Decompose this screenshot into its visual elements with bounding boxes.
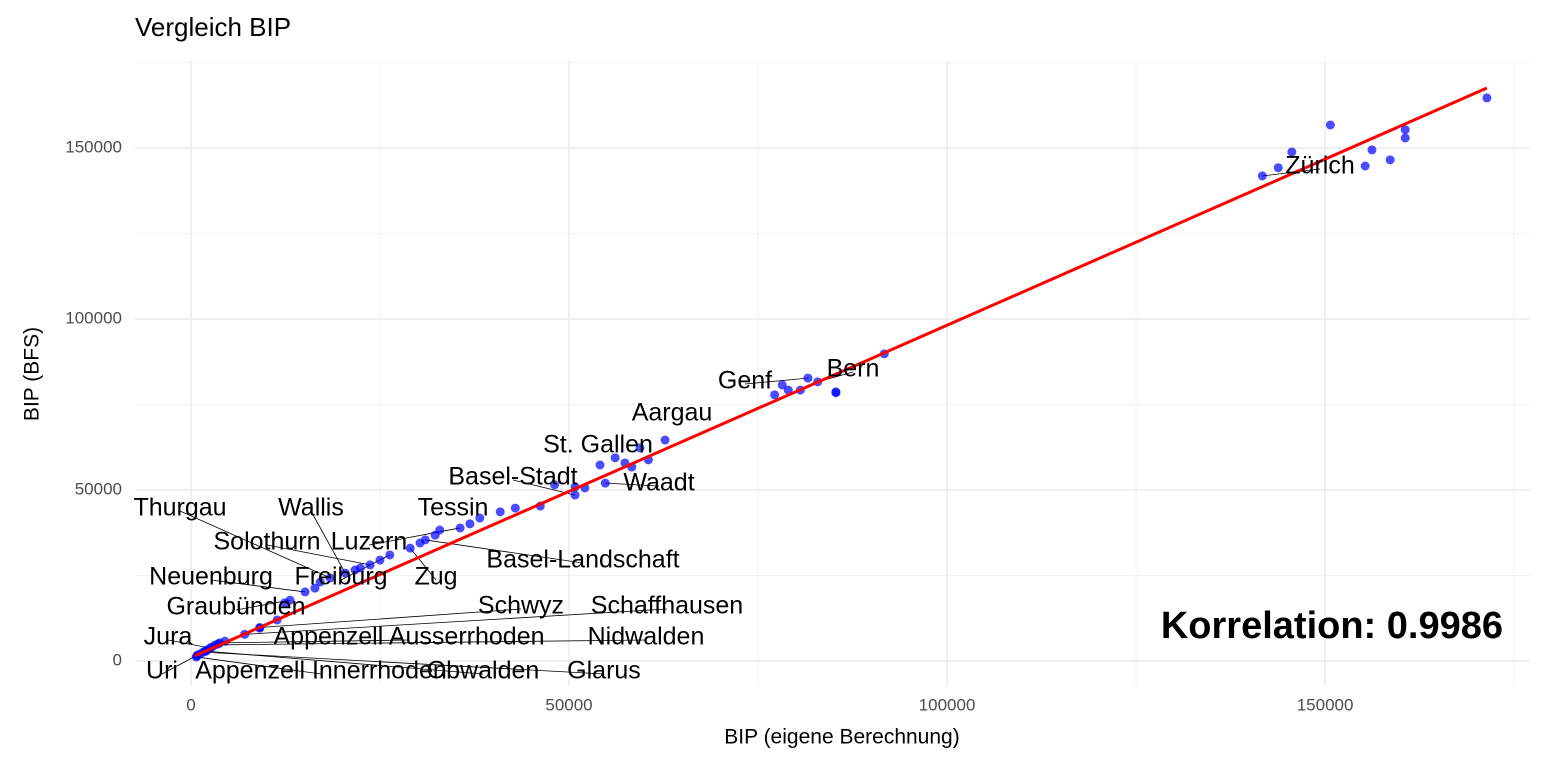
point bbox=[1367, 145, 1377, 155]
point-label: Schwyz bbox=[478, 592, 564, 620]
point bbox=[340, 568, 350, 578]
y-tick-label: 150000 bbox=[65, 137, 122, 156]
point bbox=[300, 587, 310, 597]
x-axis-label: BIP (eigene Berechnung) bbox=[724, 726, 959, 749]
point-label: Thurgau bbox=[133, 494, 226, 522]
annotation: Korrelation: 0.9986 bbox=[1161, 605, 1503, 647]
point bbox=[405, 543, 415, 553]
point-label: Genf bbox=[718, 367, 772, 395]
point bbox=[660, 435, 670, 445]
point-label: Waadt bbox=[623, 469, 694, 497]
marks: Zürich Bern Genf Waadt Aargau St. Gallen Basel… bbox=[133, 86, 1492, 685]
point bbox=[280, 598, 290, 608]
point-label: Neuenburg bbox=[149, 563, 273, 591]
point-label: Uri bbox=[146, 657, 178, 685]
point bbox=[1400, 125, 1410, 135]
label-connector bbox=[310, 510, 346, 574]
label-connector bbox=[409, 547, 437, 581]
point-label: Solothurn bbox=[213, 528, 320, 556]
label-connector bbox=[259, 608, 522, 628]
point-label: Obwalden bbox=[427, 657, 540, 685]
point-label: Freiburg bbox=[294, 563, 387, 591]
label-connector bbox=[210, 579, 306, 593]
point bbox=[430, 530, 440, 540]
label-connector bbox=[605, 482, 660, 487]
y-tick-label: 100000 bbox=[65, 308, 122, 327]
point-label: St. Gallen bbox=[543, 431, 653, 459]
point bbox=[455, 523, 465, 533]
point-label: Aargau bbox=[632, 399, 713, 427]
point bbox=[803, 373, 813, 383]
point bbox=[777, 380, 787, 390]
label-connector bbox=[161, 654, 198, 675]
point bbox=[315, 577, 325, 587]
x-tick-label: 50000 bbox=[545, 695, 592, 714]
label-connector bbox=[196, 656, 322, 675]
point bbox=[350, 565, 360, 575]
point bbox=[610, 453, 620, 463]
x-tick-label: 100000 bbox=[919, 695, 976, 714]
point bbox=[1257, 171, 1267, 181]
point-label: Glarus bbox=[567, 657, 641, 685]
point bbox=[600, 478, 610, 488]
point bbox=[1400, 133, 1410, 143]
point bbox=[475, 513, 485, 523]
point bbox=[570, 490, 580, 500]
x-tick-label: 150000 bbox=[1297, 695, 1354, 714]
point bbox=[510, 503, 520, 513]
point bbox=[325, 573, 335, 583]
point-label: Jura bbox=[144, 623, 193, 651]
point-label: Tessin bbox=[418, 494, 489, 522]
point-label: Bern bbox=[827, 355, 880, 383]
x-tick-label: 0 bbox=[186, 695, 195, 714]
point-label: Graubünden bbox=[166, 593, 305, 621]
point-label: Zürich bbox=[1285, 152, 1354, 180]
point bbox=[783, 385, 793, 395]
point-label: Basel-Stadt bbox=[448, 463, 577, 491]
point bbox=[465, 519, 475, 529]
point bbox=[385, 550, 395, 560]
label-connector bbox=[266, 544, 371, 566]
label-connector bbox=[215, 639, 647, 646]
chart-title: Vergleich BIP bbox=[135, 12, 291, 42]
point bbox=[1385, 155, 1395, 165]
point bbox=[831, 388, 841, 398]
label-connector bbox=[203, 651, 605, 675]
label-connector bbox=[744, 377, 808, 385]
label-connector bbox=[219, 639, 410, 644]
point bbox=[365, 560, 375, 570]
point bbox=[1273, 163, 1283, 173]
y-axis-label: BIP (BFS) bbox=[21, 327, 44, 421]
point bbox=[595, 460, 605, 470]
label-connector bbox=[244, 608, 668, 635]
point-label: Zug bbox=[414, 563, 457, 591]
label-connector bbox=[167, 639, 210, 649]
point bbox=[375, 555, 385, 565]
point bbox=[495, 507, 505, 517]
point bbox=[635, 443, 645, 453]
point-label: Appenzell Innerrhoden bbox=[195, 657, 447, 685]
label-connector bbox=[179, 510, 331, 579]
point bbox=[1360, 161, 1370, 171]
point bbox=[415, 538, 425, 548]
point bbox=[550, 480, 560, 490]
point-label: Appenzell Ausserrhoden bbox=[273, 623, 544, 651]
regression-line bbox=[194, 86, 1488, 658]
point bbox=[770, 390, 780, 400]
point-label: Schaffhausen bbox=[591, 592, 743, 620]
point bbox=[1325, 120, 1335, 130]
y-tick-label: 50000 bbox=[75, 479, 122, 498]
y-tick-label: 0 bbox=[113, 651, 122, 670]
point-label: Nidwalden bbox=[588, 623, 705, 651]
point-label: Wallis bbox=[278, 494, 344, 522]
point bbox=[310, 583, 320, 593]
point bbox=[1287, 147, 1297, 157]
point-label: Basel-Landschaft bbox=[486, 546, 679, 574]
point-label: Luzern bbox=[331, 528, 407, 556]
label-connector bbox=[368, 527, 461, 546]
point bbox=[1482, 93, 1492, 103]
